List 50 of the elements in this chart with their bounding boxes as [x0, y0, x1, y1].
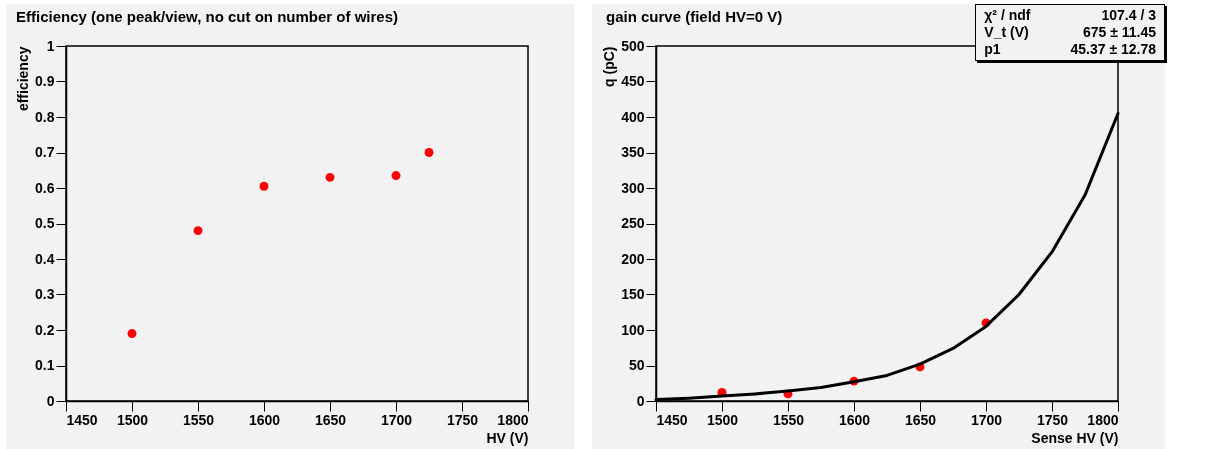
x-tick-label: 1500: [706, 411, 739, 428]
x-tick-label: 1800: [1087, 411, 1119, 428]
y-tick-label: 0.6: [35, 179, 55, 196]
y-tick-label: 0.2: [35, 321, 55, 338]
x-tick-label: 1700: [970, 411, 1003, 428]
annotation: p1: [984, 41, 1002, 58]
x-tick-label: 1700: [380, 411, 413, 428]
x-tick-label: 1450: [656, 411, 688, 428]
y-tick-label: 100: [621, 321, 645, 338]
annotation: 45.37 ± 12.78: [1070, 41, 1156, 58]
y-tick-label: 1: [46, 37, 55, 54]
y-tick-label: 0.4: [35, 250, 55, 267]
y-tick-label: 400: [621, 108, 645, 125]
x-tick-label: 1650: [314, 411, 347, 428]
text: V_t (V): [984, 24, 1030, 41]
x-tick-label: 1550: [772, 411, 805, 428]
y-tick-label: 0.8: [35, 108, 55, 125]
x-tick-label: 1600: [248, 411, 281, 428]
y-tick-label: 200: [621, 250, 645, 267]
y-tick-label: 0.3: [35, 286, 55, 302]
y-tick-label: 0: [636, 392, 645, 409]
y-tick-label: 0.1: [35, 357, 55, 373]
x-tick-label: 1650: [904, 411, 937, 428]
y-tick-label: 450: [621, 73, 645, 89]
x-tick-label: 1750: [1036, 411, 1069, 428]
y-tick-label: 0: [46, 392, 55, 409]
y-axis-title: efficiency: [15, 46, 32, 112]
y-tick-label: 0.7: [35, 144, 55, 160]
x-tick-label: 1450: [66, 411, 98, 428]
y-tick-label: 500: [621, 37, 645, 54]
text: 675 ± 11.45: [1081, 24, 1156, 41]
x-axis-title: HV (V): [486, 429, 529, 446]
y-tick-label: 0.9: [35, 73, 55, 89]
x-tick-label: 1800: [497, 411, 529, 428]
x-tick-label: 1500: [116, 411, 149, 428]
y-tick-label: 300: [621, 179, 645, 196]
text: 107.4 / 3: [1100, 7, 1156, 24]
x-tick-label: 1750: [446, 411, 479, 428]
y-tick-label: 350: [621, 144, 645, 160]
x-tick-label: 1600: [838, 411, 871, 428]
y-axis-title: q (pC): [601, 46, 618, 87]
text: χ² / ndf: [984, 7, 1031, 24]
chart-title: gain curve (field HV=0 V): [606, 8, 783, 25]
y-tick-label: 250: [621, 215, 645, 231]
y-tick-label: 0.5: [35, 215, 55, 231]
y-tick-label: 50: [628, 357, 645, 373]
x-axis-title: Sense HV (V): [1031, 429, 1119, 446]
x-tick-label: 1550: [182, 411, 215, 428]
chart-title: Efficiency (one peak/view, no cut on number of wires): [16, 8, 399, 25]
y-tick-label: 150: [621, 286, 645, 302]
